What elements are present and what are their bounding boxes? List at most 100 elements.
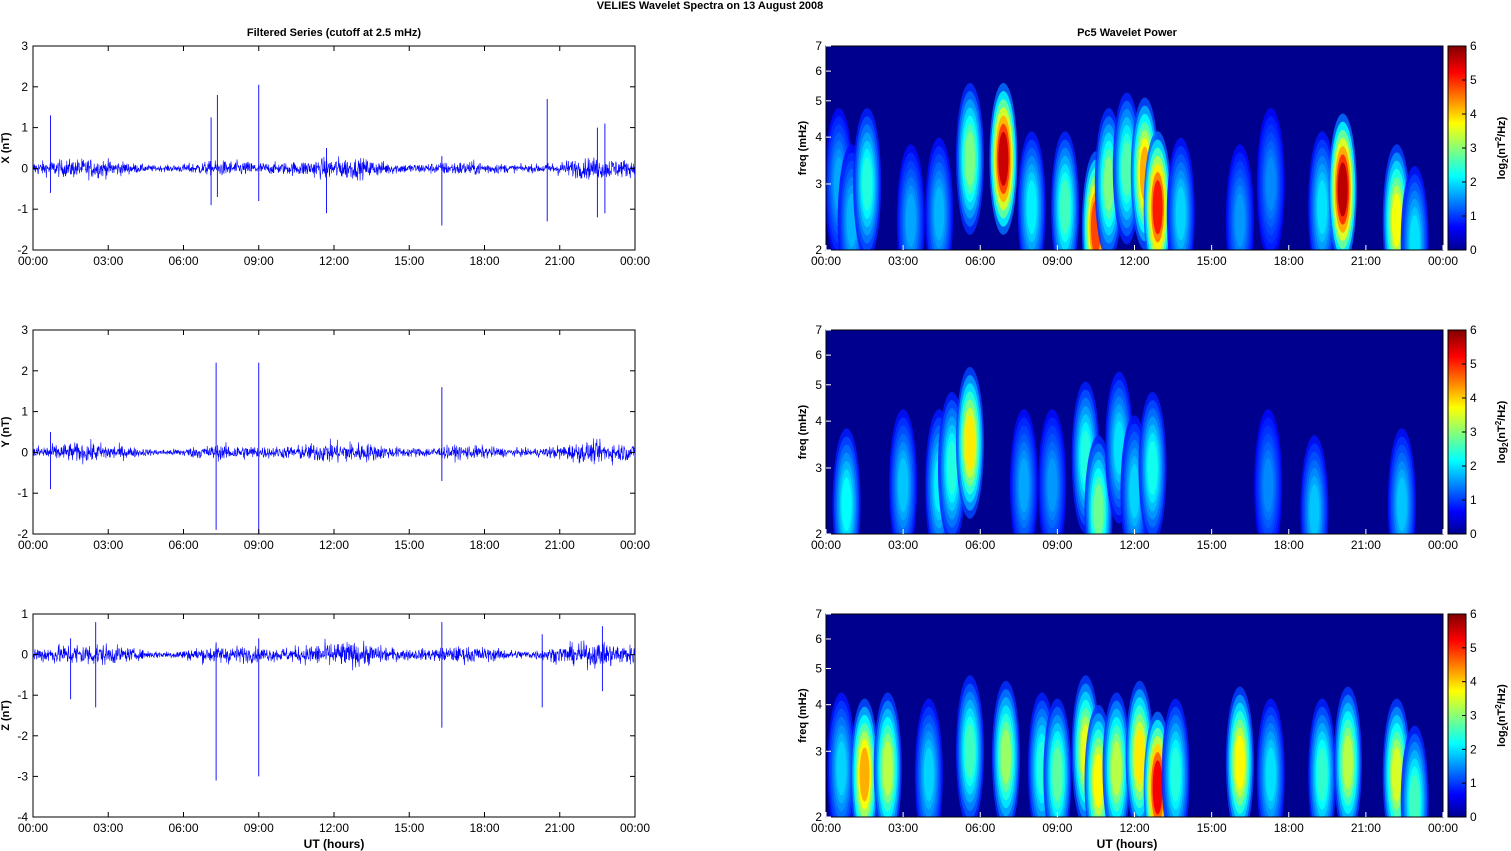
wavelet-blob	[989, 82, 1018, 235]
y-axis-label: X (nT)	[0, 132, 12, 163]
x-tick-label: 15:00	[1197, 538, 1227, 552]
y-tick-label: -1	[17, 202, 28, 216]
wavelet-blob	[1166, 137, 1195, 250]
y-tick-label: 0	[21, 445, 28, 459]
x-tick-label: 15:00	[394, 254, 424, 268]
y-tick-label: 1	[21, 121, 28, 135]
series-panel-y: -2 -1 0 1 2 3 00:00 03:00 06:00 09:00 12:00 15:00 18…	[0, 323, 650, 552]
x-tick-label: 15:00	[1197, 254, 1227, 268]
x-tick-label: 00:00	[811, 538, 841, 552]
x-tick-label: 12:00	[1119, 538, 1149, 552]
series-plot-area	[32, 329, 636, 535]
colorbar-tick-label: 5	[1470, 73, 1477, 87]
y-tick-label: 0	[21, 648, 28, 662]
y-tick-label: -4	[17, 810, 28, 824]
y-axis-label: Z (nT)	[0, 700, 12, 731]
x-tick-label: 18:00	[1274, 821, 1304, 835]
y-axis-label: Y (nT)	[0, 416, 12, 447]
y-tick-label: -2	[17, 243, 28, 257]
x-tick-label: 09:00	[244, 538, 274, 552]
series-plot-area	[32, 613, 636, 818]
x-tick-label: 03:00	[888, 538, 918, 552]
x-tick-label: 21:00	[1351, 254, 1381, 268]
x-tick-label: 06:00	[168, 538, 198, 552]
wavelet-blob	[850, 698, 879, 817]
wavelet-blob	[1225, 686, 1254, 817]
x-tick-label: 15:00	[394, 821, 424, 835]
wavelet-blob	[1138, 391, 1167, 534]
wavelet-blob	[991, 680, 1020, 817]
wavelet-blob	[1256, 107, 1285, 250]
colorbar-label: log2(nT2/Hz)	[1494, 116, 1510, 179]
wavelet-blob	[1038, 409, 1067, 534]
wavelet-blob	[1125, 680, 1154, 817]
y-tick-label: -3	[17, 769, 28, 783]
colorbar-tick-label: 6	[1470, 607, 1477, 621]
wavelet-panel-y: 2 3 4 5 6 7 00:00 03:00 06:00 09:00 12:00 15:00 18:0…	[797, 323, 1510, 552]
x-tick-label: 09:00	[244, 821, 274, 835]
x-tick-label: 00:00	[1428, 538, 1458, 552]
wavelet-panel-x: 2 3 4 5 6 7 00:00 03:00 06:00 09:00 12:00 15:00 18:0…	[797, 39, 1510, 268]
wavelet-blob	[853, 107, 882, 250]
left-column-title: Filtered Series (cutoff at 2.5 mHz)	[247, 27, 422, 39]
x-tick-label: 00:00	[1428, 254, 1458, 268]
wavelet-blob	[1300, 435, 1329, 534]
y-axis-label: freq (mHz)	[797, 688, 809, 743]
y-tick-label: 6	[815, 348, 822, 362]
y-tick-label: 1	[21, 607, 28, 621]
wavelet-blob	[1009, 409, 1038, 534]
y-tick-label: -1	[17, 688, 28, 702]
colorbar-tick-label: 3	[1470, 709, 1477, 723]
colorbar-tick-label: 3	[1470, 141, 1477, 155]
x-tick-label: 00:00	[18, 821, 48, 835]
x-tick-label: 09:00	[1042, 821, 1072, 835]
x-tick-label: 06:00	[965, 821, 995, 835]
x-tick-label: 03:00	[888, 821, 918, 835]
x-tick-label: 12:00	[319, 821, 349, 835]
colorbar-tick-label: 1	[1470, 209, 1477, 223]
colorbar-tick-label: 0	[1470, 527, 1477, 541]
y-tick-label: 4	[815, 414, 822, 428]
y-tick-label: 7	[815, 323, 822, 337]
series-plot-area	[32, 45, 636, 251]
series-trace	[32, 638, 636, 671]
y-tick-label: 2	[815, 810, 822, 824]
wavelet-blob	[1017, 131, 1046, 250]
x-tick-label: 06:00	[965, 538, 995, 552]
x-tick-label: 09:00	[1042, 538, 1072, 552]
wavelet-blobs	[827, 675, 1429, 817]
wavelet-blob	[1387, 428, 1416, 534]
x-tick-label: 00:00	[620, 538, 650, 552]
y-tick-label: 6	[815, 632, 822, 646]
y-tick-label: 7	[815, 39, 822, 53]
wavelet-blobs	[826, 82, 1429, 250]
wavelet-blob	[896, 144, 925, 250]
colorbar: 0 1 2 3 4 5 6 log2(nT2/Hz)	[1447, 39, 1510, 257]
x-tick-label: 03:00	[93, 821, 123, 835]
colorbar-tick-label: 0	[1470, 243, 1477, 257]
colorbar-tick-label: 1	[1470, 493, 1477, 507]
x-tick-label: 21:00	[1351, 821, 1381, 835]
wavelet-blob	[925, 137, 954, 250]
x-tick-label: 18:00	[469, 254, 499, 268]
wavelet-blob	[1225, 144, 1254, 250]
x-tick-label: 00:00	[620, 821, 650, 835]
right-column-title: Pc5 Wavelet Power	[1077, 27, 1178, 39]
wavelet-blob	[1400, 166, 1429, 250]
x-tick-label: 18:00	[469, 538, 499, 552]
wavelet-blob	[827, 692, 856, 817]
y-tick-label: -2	[17, 729, 28, 743]
colorbar-tick-label: 0	[1470, 810, 1477, 824]
wavelet-blob	[1333, 686, 1362, 817]
wavelet-panel-z: 2 3 4 5 6 7 00:00 03:00 06:00 09:00 12:00 15:00 18:0…	[797, 607, 1510, 835]
colorbar-label: log2(nT2/Hz)	[1494, 400, 1510, 463]
y-tick-label: 7	[815, 607, 822, 621]
right-x-axis-label: UT (hours)	[1097, 837, 1158, 851]
wavelet-blobs	[832, 366, 1416, 534]
colorbar-tick-label: 4	[1470, 107, 1477, 121]
colorbar-tick-label: 2	[1470, 459, 1477, 473]
x-tick-label: 03:00	[93, 538, 123, 552]
y-tick-label: 2	[21, 80, 28, 94]
x-tick-label: 00:00	[811, 254, 841, 268]
